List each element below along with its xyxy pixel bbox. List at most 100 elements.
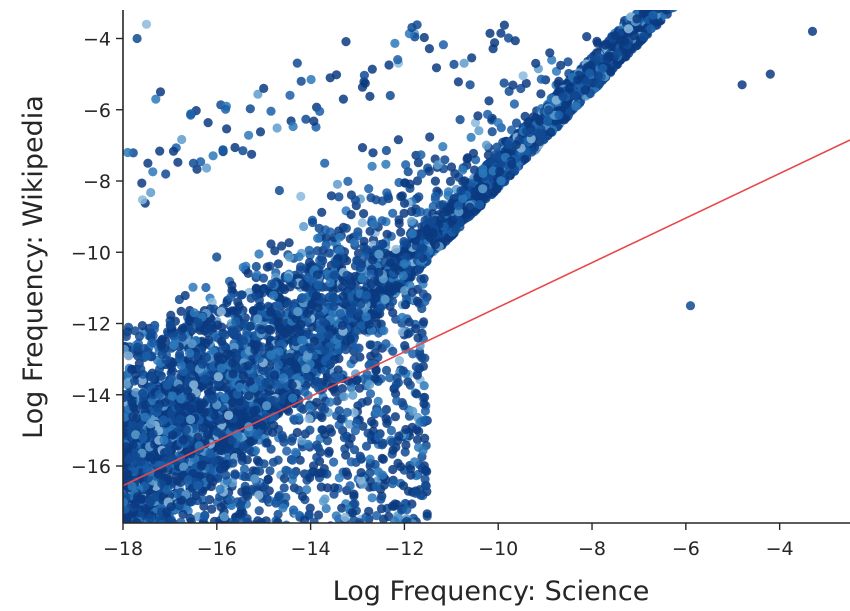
scatter-point bbox=[596, 0, 605, 8]
scatter-point bbox=[639, 32, 648, 41]
scatter-point bbox=[644, 0, 653, 9]
scatter-point bbox=[417, 169, 426, 178]
scatter-point bbox=[676, 0, 685, 5]
scatter-point bbox=[368, 148, 377, 157]
scatter-point bbox=[259, 274, 268, 283]
scatter-point bbox=[119, 524, 128, 533]
scatter-point bbox=[469, 149, 478, 158]
scatter-point bbox=[667, 0, 676, 1]
scatter-point bbox=[270, 246, 279, 255]
scatter-point bbox=[414, 192, 423, 201]
scatter-point bbox=[394, 135, 403, 144]
scatter-point bbox=[668, 0, 677, 8]
scatter-point bbox=[651, 1, 660, 10]
scatter-point bbox=[454, 77, 463, 86]
scatter-point bbox=[647, 0, 656, 9]
scatter-point bbox=[536, 89, 545, 98]
scatter-point bbox=[654, 0, 663, 9]
scatter-point bbox=[652, 0, 661, 9]
scatter-point bbox=[662, 0, 671, 3]
scatter-point bbox=[678, 0, 687, 2]
scatter-point bbox=[333, 180, 342, 189]
scatter-point bbox=[140, 525, 149, 534]
scatter-point bbox=[500, 78, 509, 87]
scatter-point bbox=[554, 77, 563, 86]
scatter-point bbox=[594, 79, 603, 88]
scatter-point bbox=[647, 0, 656, 4]
scatter-point bbox=[661, 0, 670, 1]
scatter-point bbox=[456, 115, 465, 124]
scatter-point bbox=[535, 115, 544, 124]
scatter-point bbox=[473, 111, 482, 120]
scatter-point bbox=[407, 207, 416, 216]
scatter-point bbox=[662, 0, 671, 2]
scatter-point bbox=[369, 220, 378, 229]
scatter-point bbox=[660, 0, 669, 6]
scatter-point bbox=[378, 216, 387, 225]
scatter-point bbox=[652, 0, 661, 6]
scatter-point bbox=[671, 0, 680, 2]
scatter-point bbox=[296, 192, 305, 201]
scatter-point bbox=[322, 240, 331, 249]
scatter-point bbox=[649, 2, 658, 11]
scatter-point bbox=[624, 49, 633, 58]
scatter-point bbox=[654, 2, 663, 11]
scatter-point bbox=[641, 0, 650, 9]
scatter-point bbox=[646, 0, 655, 6]
scatter-point bbox=[405, 180, 414, 189]
scatter-point bbox=[343, 177, 352, 186]
scatter-point bbox=[359, 209, 368, 218]
scatter-point bbox=[668, 0, 677, 4]
scatter-point bbox=[353, 231, 362, 240]
scatter-point bbox=[573, 75, 582, 84]
scatter-point bbox=[650, 0, 659, 3]
scatter-point bbox=[582, 77, 591, 86]
scatter-point bbox=[372, 195, 381, 204]
scatter-point bbox=[431, 194, 440, 203]
scatter-point bbox=[655, 0, 664, 1]
scatter-point bbox=[652, 1, 661, 10]
scatter-point bbox=[416, 150, 425, 159]
scatter-point bbox=[313, 234, 322, 243]
scatter-point bbox=[648, 0, 657, 6]
scatter-point bbox=[368, 162, 377, 171]
scatter-point bbox=[651, 0, 660, 8]
scatter-point bbox=[401, 160, 410, 169]
scatter-point bbox=[546, 128, 555, 137]
scatter-point bbox=[638, 0, 647, 9]
scatter-point bbox=[347, 210, 356, 219]
scatter-point bbox=[396, 228, 405, 237]
scatter-point bbox=[438, 142, 447, 151]
scatter-point bbox=[649, 0, 658, 9]
scatter-point bbox=[133, 524, 142, 533]
scatter-point bbox=[537, 75, 546, 84]
scatter-point bbox=[132, 523, 141, 532]
scatter-point bbox=[161, 523, 170, 532]
scatter-point bbox=[586, 61, 595, 70]
scatter-point bbox=[665, 2, 674, 11]
scatter-point bbox=[657, 0, 666, 7]
scatter-point bbox=[593, 39, 602, 48]
scatter-point bbox=[460, 176, 469, 185]
scatter-point bbox=[519, 71, 528, 80]
scatter-point bbox=[252, 262, 261, 271]
scatter-point bbox=[674, 0, 683, 1]
scatter-point bbox=[488, 127, 497, 136]
scatter-point bbox=[358, 143, 367, 152]
scatter-point bbox=[659, 2, 668, 11]
scatter-point bbox=[654, 0, 663, 7]
scatter-point bbox=[640, 1, 649, 10]
scatter-point bbox=[647, 0, 656, 2]
scatter-point bbox=[512, 118, 521, 127]
scatter-point bbox=[364, 184, 373, 193]
scatter-point bbox=[641, 0, 650, 8]
scatter-point bbox=[407, 217, 416, 226]
scatter-point bbox=[263, 262, 272, 271]
scatter-point bbox=[661, 0, 670, 2]
scatter-point bbox=[254, 249, 263, 258]
scatter-point bbox=[126, 527, 135, 536]
scatter-point bbox=[661, 5, 670, 14]
scatter-point bbox=[642, 2, 651, 11]
scatter-point bbox=[285, 253, 294, 262]
scatter-point bbox=[544, 105, 553, 114]
